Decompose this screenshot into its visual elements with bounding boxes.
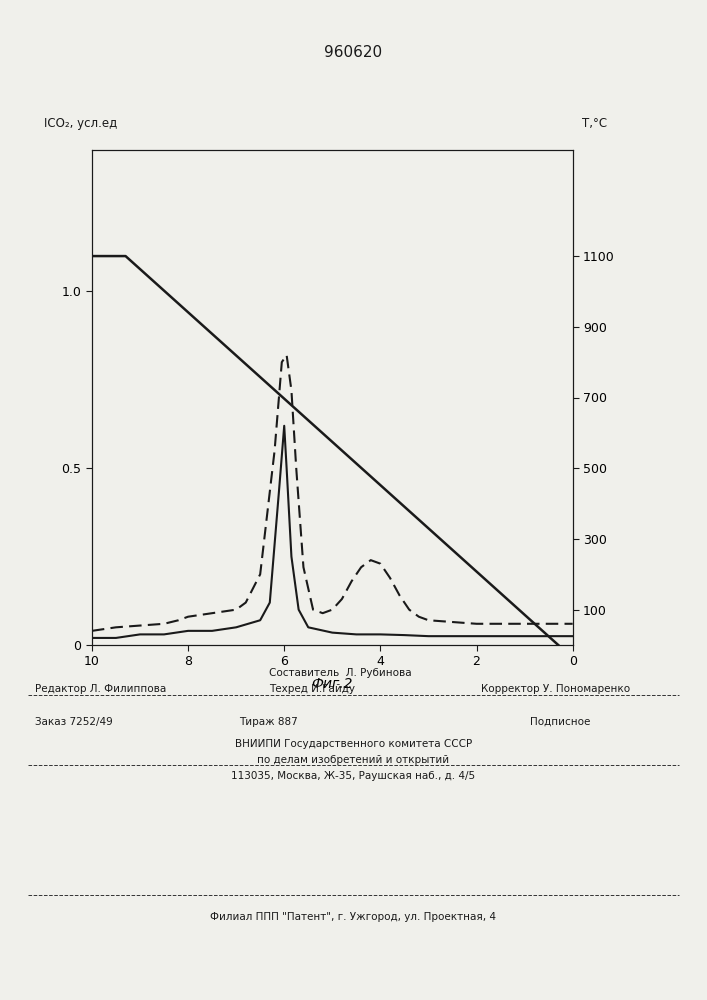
Text: Редактор Л. Филиппова: Редактор Л. Филиппова bbox=[35, 684, 167, 694]
Text: 960620: 960620 bbox=[325, 45, 382, 60]
Text: Заказ 7252/49: Заказ 7252/49 bbox=[35, 717, 113, 727]
Text: T,°C: T,°C bbox=[583, 117, 607, 130]
Text: Тираж 887: Тираж 887 bbox=[239, 717, 298, 727]
Text: Подписное: Подписное bbox=[530, 717, 590, 727]
Text: Филиал ППП "Патент", г. Ужгород, ул. Проектная, 4: Филиал ППП "Патент", г. Ужгород, ул. Про… bbox=[211, 912, 496, 922]
Text: Корректор У. Пономаренко: Корректор У. Пономаренко bbox=[481, 684, 630, 694]
Text: Техред И.Гайду: Техред И.Гайду bbox=[269, 684, 355, 694]
X-axis label: Фиг.2: Фиг.2 bbox=[312, 677, 353, 691]
Text: ВНИИПИ Государственного комитета СССР: ВНИИПИ Государственного комитета СССР bbox=[235, 739, 472, 749]
Text: по делам изобретений и открытий: по делам изобретений и открытий bbox=[257, 755, 450, 765]
Text: IСO₂, усл.ед: IСO₂, усл.ед bbox=[44, 117, 117, 130]
Text: Составитель  Л. Рубинова: Составитель Л. Рубинова bbox=[269, 668, 411, 678]
Text: 113035, Москва, Ж-35, Раушская наб., д. 4/5: 113035, Москва, Ж-35, Раушская наб., д. … bbox=[231, 771, 476, 781]
